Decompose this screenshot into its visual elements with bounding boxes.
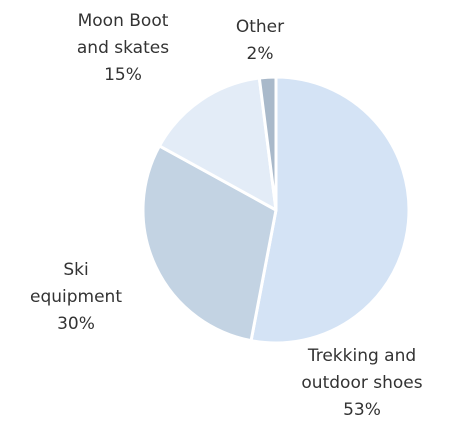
value-label: 30% [57,314,95,334]
slice-label: Trekking and outdoor shoes 53% [287,343,437,424]
category-label: Moon Boot and skates [76,11,170,58]
value-label: 53% [343,400,381,420]
value-label: 15% [104,65,142,85]
pie-slice [249,75,411,345]
slice-label: Moon Boot and skates 15% [63,8,183,89]
slice-label: Ski equipment 30% [21,257,131,338]
pie-slice [257,75,278,212]
pie-slice [157,76,278,212]
slice-label: Other 2% [220,14,300,68]
value-label: 2% [246,44,274,64]
category-label: Ski equipment [30,260,122,307]
category-label: Other [235,17,285,37]
category-label: Trekking and outdoor shoes [301,346,423,393]
pie-slice [141,144,278,343]
